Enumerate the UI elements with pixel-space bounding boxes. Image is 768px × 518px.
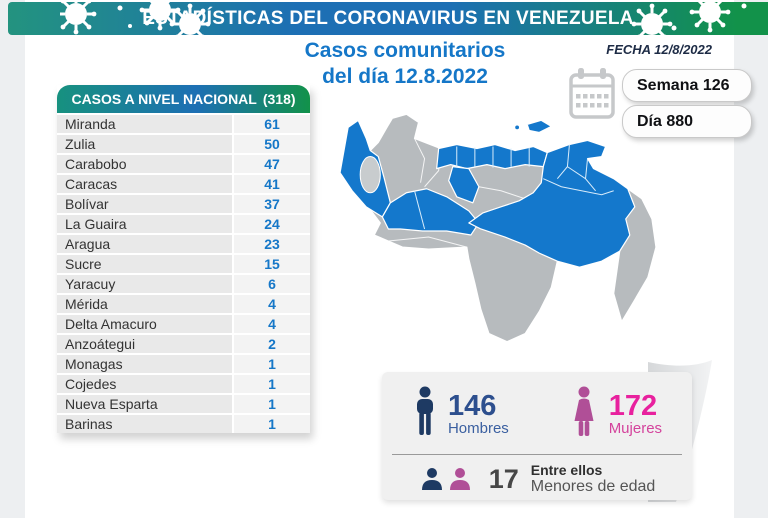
date-label: FECHA 12/8/2022 <box>606 42 712 57</box>
virus-icon <box>630 0 747 35</box>
men-label: Hombres <box>447 420 509 438</box>
table-row: Bolívar 37 <box>57 195 310 213</box>
table-row: Aragua 23 <box>57 235 310 253</box>
page-title: ESTADÍSTICAS DEL CORONAVIRUS EN VENEZUEL… <box>142 7 634 29</box>
table-row: Mérida 4 <box>57 295 310 313</box>
table-row: Carabobo 47 <box>57 155 310 173</box>
calendar-icon <box>569 68 615 119</box>
state-name: Sucre <box>57 255 232 273</box>
state-cases: 41 <box>234 175 310 193</box>
woman-icon <box>574 386 594 436</box>
state-cases: 1 <box>234 415 310 433</box>
table-header-total: (318) <box>262 91 296 107</box>
women-stat: 172 Mujeres <box>569 386 662 442</box>
map-island-margarita <box>526 119 552 134</box>
state-name: Zulia <box>57 135 232 153</box>
state-cases: 24 <box>234 215 310 233</box>
table-row: Caracas 41 <box>57 175 310 193</box>
cases-table: CASOS A NIVEL NACIONAL (318) Miranda 61 Zu… <box>57 85 310 433</box>
state-cases: 4 <box>234 315 310 333</box>
table-row: Yaracuy 6 <box>57 275 310 293</box>
state-cases: 50 <box>234 135 310 153</box>
state-name: Monagas <box>57 355 232 373</box>
subtitle-line2: del día 12.8.2022 <box>322 65 488 89</box>
state-name: Mérida <box>57 295 232 313</box>
map-state-cojedes <box>448 166 480 204</box>
state-cases: 2 <box>234 335 310 353</box>
table-row: La Guaira 24 <box>57 215 310 233</box>
state-cases: 1 <box>234 395 310 413</box>
state-name: Caracas <box>57 175 232 193</box>
state-name: Aragua <box>57 235 232 253</box>
state-cases: 4 <box>234 295 310 313</box>
table-row: Anzoátegui 2 <box>57 335 310 353</box>
state-name: Delta Amacuro <box>57 315 232 333</box>
map-lake-maracaibo <box>359 156 381 194</box>
state-cases: 6 <box>234 275 310 293</box>
state-name: Cojedes <box>57 375 232 393</box>
map-state-coast <box>436 143 548 170</box>
state-name: Barinas <box>57 415 232 433</box>
subtitle: Casos comunitarios del día 12.8.2022 <box>255 38 555 91</box>
state-cases: 47 <box>234 155 310 173</box>
minors-count: 17 <box>488 463 519 494</box>
state-name: Nueva Esparta <box>57 395 232 413</box>
state-cases: 23 <box>234 235 310 253</box>
map-state-east-bolivar <box>468 139 636 268</box>
minors-line2: Menores de edad <box>530 477 656 495</box>
header-band: ESTADÍSTICAS DEL CORONAVIRUS EN VENEZUEL… <box>8 2 768 35</box>
state-name: Bolívar <box>57 195 232 213</box>
minors-icons <box>421 468 470 490</box>
stats-card: 146 Hombres 172 Mujeres <box>382 372 692 500</box>
table-row: Zulia 50 <box>57 135 310 153</box>
men-count: 146 <box>447 389 497 422</box>
day-badge: Día 880 <box>622 105 752 138</box>
women-label: Mujeres <box>608 420 663 438</box>
table-row: Cojedes 1 <box>57 375 310 393</box>
table-row: Barinas 1 <box>57 415 310 433</box>
women-count: 172 <box>608 389 658 422</box>
state-name: Yaracuy <box>57 275 232 293</box>
state-name: La Guaira <box>57 215 232 233</box>
table-row: Miranda 61 <box>57 115 310 133</box>
table-row: Sucre 15 <box>57 255 310 273</box>
man-icon <box>416 386 433 435</box>
table-row: Monagas 1 <box>57 355 310 373</box>
state-cases: 37 <box>234 195 310 213</box>
state-name: Carabobo <box>57 155 232 173</box>
table-header: CASOS A NIVEL NACIONAL (318) <box>57 85 310 113</box>
map-islet <box>514 124 521 131</box>
table-header-label: CASOS A NIVEL NACIONAL <box>71 91 257 107</box>
virus-icon <box>60 0 212 35</box>
men-stat: 146 Hombres <box>412 386 509 442</box>
table-row: Delta Amacuro 4 <box>57 315 310 333</box>
table-row: Nueva Esparta 1 <box>57 395 310 413</box>
state-name: Anzoátegui <box>57 335 232 353</box>
table-body: Miranda 61 Zulia 50 Carabobo 47 Caracas 41 Bolív… <box>57 115 310 433</box>
subtitle-line1: Casos comunitarios <box>304 39 506 62</box>
state-cases: 15 <box>234 255 310 273</box>
minors-stat: 17 Entre ellos Menores de edad <box>382 455 692 503</box>
state-cases: 61 <box>234 115 310 133</box>
card-divider <box>392 454 682 455</box>
state-name: Miranda <box>57 115 232 133</box>
state-cases: 1 <box>234 355 310 373</box>
minors-line1: Entre ellos <box>530 461 603 478</box>
venezuela-map <box>339 113 657 343</box>
week-badge: Semana 126 <box>622 69 752 102</box>
state-cases: 1 <box>234 375 310 393</box>
